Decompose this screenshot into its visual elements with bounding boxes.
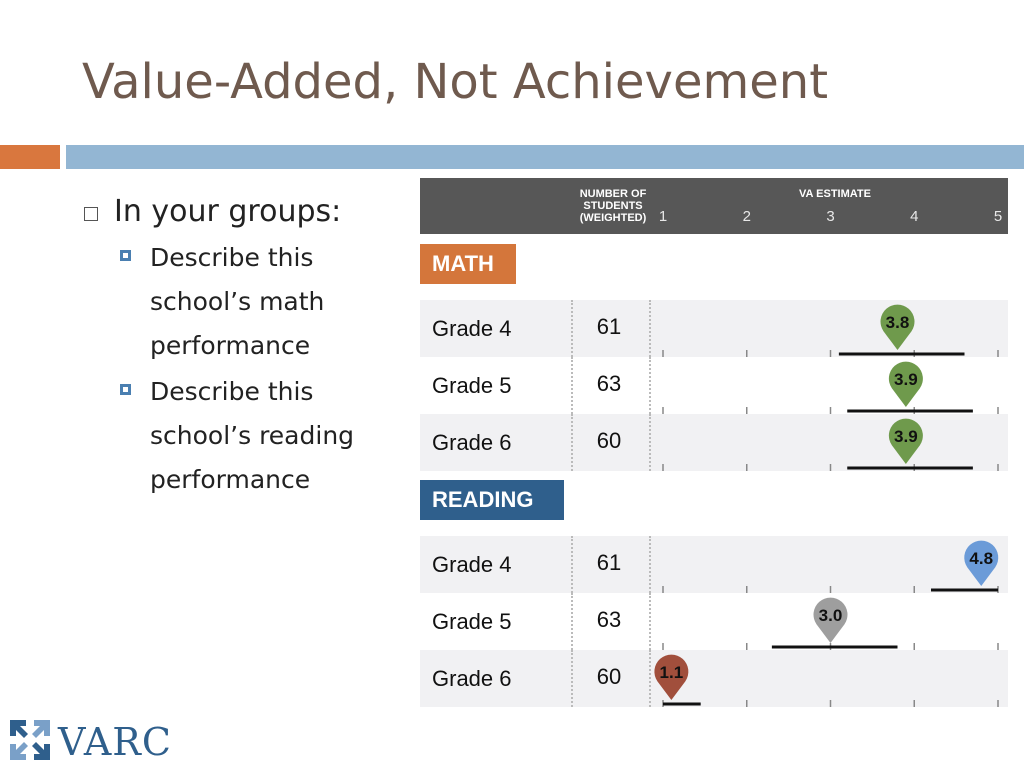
section-label: READING: [420, 480, 564, 520]
table-row: Grade 5 63: [420, 593, 1008, 650]
bullet-sub: Describe this school’s math performance: [120, 236, 402, 368]
estimate-label: 3.9: [894, 370, 918, 389]
axis-tick-label: 4: [910, 208, 919, 225]
axis-tick-label: 1: [658, 208, 668, 225]
estimate-label: 3.8: [886, 313, 910, 332]
estimate-marker: 3.9: [888, 361, 923, 407]
bullet-list: In your groups: Describe this school’s m…: [82, 190, 402, 502]
column-divider: [571, 650, 573, 707]
estimate-marker: 1.1: [654, 654, 689, 700]
column-divider: [571, 536, 573, 593]
student-count: 61: [596, 550, 622, 575]
table-row: Grade 4 61: [420, 536, 1008, 593]
grade-label: Grade 5: [432, 609, 512, 634]
accent-bar-orange: [0, 145, 60, 169]
bullet-sub-text: Describe this school’s reading performan…: [150, 377, 355, 494]
square-bullet-icon: [120, 384, 131, 395]
estimate-marker: 4.8: [964, 540, 999, 586]
students-header: NUMBER OF STUDENTS (WEIGHTED): [579, 188, 647, 224]
section-label: MATH: [420, 244, 516, 284]
column-divider: [571, 414, 573, 471]
estimate-label: 3.0: [819, 606, 843, 625]
table-row: Grade 5 63: [420, 357, 1008, 414]
bullet-sub-text: Describe this school’s math performance: [150, 243, 325, 360]
square-bullet-icon: [84, 207, 98, 221]
va-estimate-header: VA ESTIMATE: [799, 188, 871, 200]
grade-label: Grade 6: [432, 430, 512, 455]
accent-bar-blue: [66, 145, 1024, 169]
column-divider: [649, 357, 651, 414]
student-count: 63: [596, 607, 622, 632]
column-divider: [571, 593, 573, 650]
student-count: 61: [596, 314, 622, 339]
student-count: 60: [596, 428, 622, 453]
grade-label: Grade 4: [432, 552, 512, 577]
column-divider: [649, 650, 651, 707]
estimate-marker: 3.0: [813, 597, 848, 643]
page-title: Value-Added, Not Achievement: [82, 54, 829, 110]
estimate-marker: 3.8: [880, 304, 915, 350]
column-divider: [571, 300, 573, 357]
estimate-label: 4.8: [969, 549, 993, 568]
column-divider: [649, 536, 651, 593]
column-divider: [649, 593, 651, 650]
grade-label: Grade 4: [432, 316, 512, 341]
axis-tick-label: 5: [993, 208, 1003, 225]
estimate-label: 1.1: [660, 663, 684, 682]
axis-tick-label: 2: [742, 208, 751, 225]
axis-tick-label: 3: [826, 208, 835, 225]
bullet-main-text: In your groups:: [114, 194, 342, 229]
column-divider: [649, 300, 651, 357]
square-bullet-icon: [120, 250, 131, 261]
estimate-marker: 3.9: [888, 418, 923, 464]
va-estimate-chart: NUMBER OF STUDENTS (WEIGHTED) VA ESTIMAT…: [420, 178, 1008, 708]
varc-logo-icon: [10, 720, 50, 760]
column-divider: [649, 414, 651, 471]
logo-text: VARC: [58, 720, 172, 764]
bullet-sub: Describe this school’s reading performan…: [120, 370, 402, 502]
chart-marks: 3.8 3.9 3.9 4.8 3.0 1.1: [654, 304, 999, 707]
bullet-main: In your groups:: [82, 190, 402, 234]
estimate-label: 3.9: [894, 427, 918, 446]
student-count: 60: [596, 664, 622, 689]
student-count: 63: [596, 371, 622, 396]
grade-label: Grade 5: [432, 373, 512, 398]
table-row: Grade 6 60: [420, 650, 1008, 707]
chart-header: [420, 178, 1008, 234]
grade-label: Grade 6: [432, 666, 512, 691]
column-divider: [571, 357, 573, 414]
